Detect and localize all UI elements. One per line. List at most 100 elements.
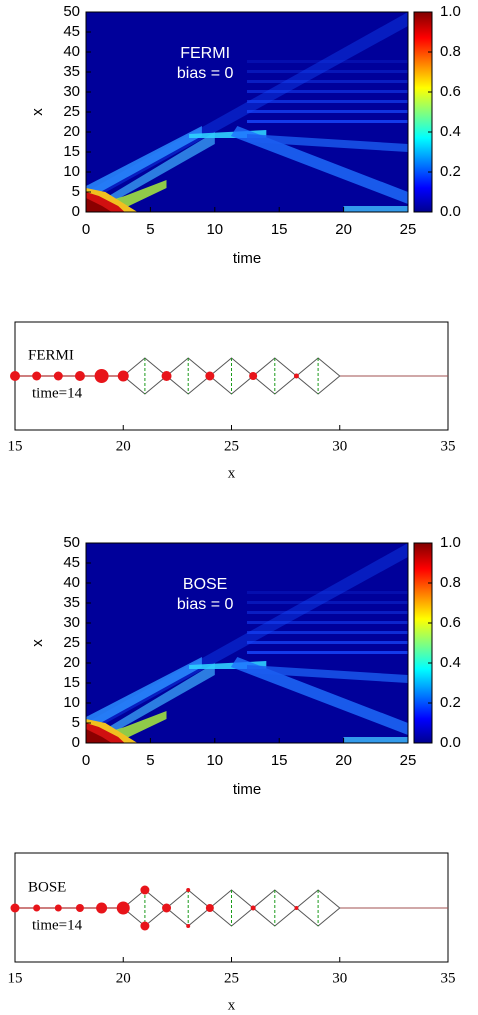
y-tick-label: 35 [63, 594, 80, 611]
heatmap-region [86, 126, 202, 200]
x-tick-label: 15 [8, 970, 23, 986]
y-tick-label: 0 [72, 203, 80, 220]
site-density [250, 905, 256, 911]
annotation: time=14 [32, 917, 83, 933]
y-tick-label: 50 [63, 3, 80, 20]
site-density [54, 904, 62, 912]
annotation: bias = 0 [177, 596, 234, 613]
heatmap-region [247, 90, 408, 93]
colorbar [413, 542, 433, 744]
site-density [205, 904, 214, 912]
heatmap-region [86, 729, 112, 743]
heatmap-region [343, 206, 408, 212]
x-tick-label: 25 [224, 438, 239, 454]
heatmap-region [247, 611, 408, 614]
site-density [294, 906, 299, 910]
y-axis-label: x [29, 639, 46, 647]
colorbar-tick-label: 0.4 [440, 123, 461, 140]
colorbar-tick-label: 1.0 [440, 3, 461, 20]
x-tick-label: 15 [8, 438, 23, 454]
annotation: time=14 [32, 385, 83, 401]
y-tick-label: 10 [63, 694, 80, 711]
site-density [116, 901, 130, 915]
x-axis-label: time [233, 781, 261, 798]
y-tick-label: 5 [72, 714, 80, 731]
y-tick-label: 15 [63, 674, 80, 691]
heatmap-region [247, 665, 408, 683]
x-tick-label: 10 [206, 752, 223, 769]
x-tick-label: 35 [441, 970, 456, 986]
y-tick-label: 25 [63, 634, 80, 651]
x-tick-label: 30 [332, 438, 347, 454]
annotation: FERMI [180, 45, 230, 62]
y-tick-label: 25 [63, 103, 80, 120]
heatmap-region [102, 132, 215, 208]
diamond [295, 889, 341, 927]
annotation: bias = 0 [177, 65, 234, 82]
site-density [117, 370, 129, 382]
y-axis-label: x [29, 108, 46, 116]
colorbar-tick-label: 0.8 [440, 43, 461, 60]
x-tick-label: 5 [146, 221, 154, 238]
heatmap-region [247, 70, 408, 73]
site-density [33, 904, 41, 912]
site-density [161, 371, 172, 381]
x-tick-label: 10 [206, 221, 223, 238]
x-axis-label: x [228, 997, 236, 1013]
heatmap-region [247, 134, 408, 152]
x-tick-label: 20 [116, 438, 131, 454]
y-tick-label: 45 [63, 554, 80, 571]
site-density [74, 371, 85, 381]
x-tick-label: 30 [332, 970, 347, 986]
heatmap-region [247, 100, 408, 103]
colorbar [413, 11, 433, 213]
y-tick-label: 30 [63, 614, 80, 631]
heatmap-region [102, 663, 215, 739]
y-tick-label: 20 [63, 654, 80, 671]
site-density [186, 924, 191, 928]
x-tick-label: 35 [441, 438, 456, 454]
colorbar-tick-label: 0.4 [440, 654, 461, 671]
site-density [205, 371, 215, 381]
y-tick-label: 30 [63, 83, 80, 100]
site-density [53, 371, 63, 381]
x-tick-label: 25 [224, 970, 239, 986]
heatmap-region [230, 126, 408, 204]
site-density [293, 373, 299, 379]
x-tick-label: 15 [271, 221, 288, 238]
colorbar-tick-label: 0.0 [440, 203, 461, 220]
colorbar-tick-label: 0.8 [440, 574, 461, 591]
heatmap-region [230, 657, 408, 735]
colorbar-tick-label: 0.6 [440, 614, 461, 631]
x-axis-label: x [228, 465, 236, 481]
x-tick-label: 5 [146, 752, 154, 769]
x-tick-label: 15 [271, 752, 288, 769]
y-tick-label: 35 [63, 63, 80, 80]
y-tick-label: 50 [63, 534, 80, 551]
annotation: BOSE [28, 879, 66, 895]
x-tick-label: 20 [335, 221, 352, 238]
x-tick-label: 20 [116, 970, 131, 986]
heatmap-region [247, 621, 408, 624]
site-density [140, 921, 150, 931]
heatmap-region [247, 641, 408, 644]
site-density [186, 888, 191, 892]
heatmap-region [247, 591, 408, 594]
y-tick-label: 20 [63, 123, 80, 140]
y-tick-label: 0 [72, 734, 80, 751]
colorbar-tick-label: 0.6 [440, 83, 461, 100]
colorbar-tick-label: 0.2 [440, 694, 461, 711]
site-density [140, 885, 150, 895]
site-density [96, 902, 108, 914]
heatmap-region [86, 198, 112, 212]
x-tick-label: 25 [400, 221, 417, 238]
heatmap-field [86, 12, 408, 212]
site-density [75, 904, 84, 912]
y-tick-label: 5 [72, 183, 80, 200]
colorbar-tick-label: 1.0 [440, 534, 461, 551]
site-density [162, 903, 172, 913]
y-tick-label: 45 [63, 23, 80, 40]
x-tick-label: 20 [335, 752, 352, 769]
diamond [295, 357, 341, 395]
